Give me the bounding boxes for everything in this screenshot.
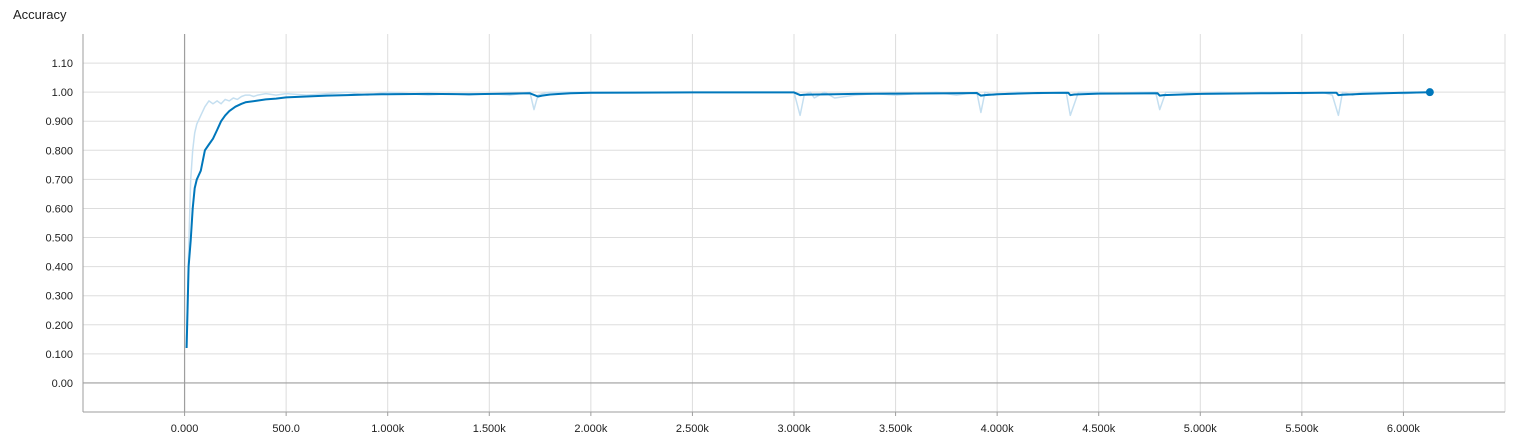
x-tick-label: 3.500k <box>879 423 913 435</box>
x-tick-label: 2.000k <box>574 423 608 435</box>
y-tick-label: 1.00 <box>52 87 73 99</box>
series-layer <box>185 88 1434 349</box>
x-tick-label: 4.000k <box>981 423 1015 435</box>
x-tick-label: 4.500k <box>1082 423 1116 435</box>
y-tick-label: 0.200 <box>45 320 73 332</box>
y-tick-label: 0.900 <box>45 116 73 128</box>
smoothed-series-line <box>185 91 1430 349</box>
x-tick-label: 0.000 <box>171 423 199 435</box>
grid-layer <box>83 34 1506 412</box>
axis-layer <box>82 34 1505 416</box>
chart-title: Accuracy <box>13 7 67 22</box>
tick-label-layer: 0.000 500.0 1.000k 1.500k 2.000k 2.500k 3.000k… <box>45 58 1420 435</box>
x-tick-label: 2.500k <box>676 423 710 435</box>
x-tick-label: 3.000k <box>777 423 811 435</box>
y-tick-label: 0.700 <box>45 174 73 186</box>
last-point-marker[interactable] <box>1425 88 1434 97</box>
y-tick-label: 0.500 <box>45 233 73 245</box>
x-tick-label: 1.500k <box>473 423 507 435</box>
x-tick-label: 6.000k <box>1387 423 1421 435</box>
x-tick-label: 1.000k <box>371 423 405 435</box>
y-tick-label: 0.100 <box>45 349 73 361</box>
y-tick-label: 0.800 <box>45 145 73 157</box>
x-tick-label: 500.0 <box>272 423 300 435</box>
y-tick-label: 0.600 <box>45 203 73 215</box>
y-tick-label: 1.10 <box>52 58 73 70</box>
x-tick-label: 5.500k <box>1285 423 1319 435</box>
y-tick-label: 0.300 <box>45 291 73 303</box>
y-tick-label: 0.00 <box>52 378 73 390</box>
raw-series-line <box>185 91 1430 340</box>
x-tick-label: 5.000k <box>1184 423 1218 435</box>
y-tick-label: 0.400 <box>45 262 73 274</box>
